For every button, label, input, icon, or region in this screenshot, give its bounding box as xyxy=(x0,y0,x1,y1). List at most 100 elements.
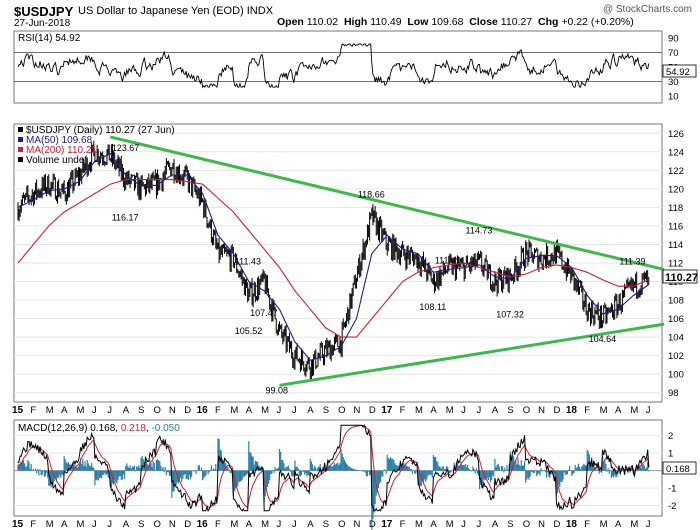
x-axis-month-label: F xyxy=(584,519,590,530)
close-value: 110.27 xyxy=(500,16,533,28)
legend-swatch xyxy=(18,147,23,152)
x-axis-month-label: M xyxy=(46,519,54,530)
price-annotation: 116.17 xyxy=(112,212,139,222)
x-axis-month-label: A xyxy=(61,519,68,530)
upper-trendline xyxy=(109,135,665,271)
macd-legend-signal: 0.218 xyxy=(121,423,146,434)
x-axis-month-label: J xyxy=(107,519,112,530)
lower-trendline xyxy=(279,322,665,387)
x-axis-year-label: 15 xyxy=(12,405,24,416)
x-axis-month-label: M xyxy=(600,405,608,416)
x-axis-month-label: F xyxy=(215,405,221,416)
x-axis-month-label: S xyxy=(138,519,144,530)
x-axis-month-label: F xyxy=(30,405,36,416)
legend-entry: MA(50) 109.68 xyxy=(26,135,93,146)
rsi-tick-label: 10 xyxy=(668,91,679,102)
macd-legend-hist: -0.050 xyxy=(151,423,180,434)
x-axis-month-label: J xyxy=(107,405,112,416)
x-axis-year-label: 16 xyxy=(197,405,209,416)
x-axis-month-label: J xyxy=(477,519,482,530)
macd-legend-sep: , xyxy=(146,423,152,434)
x-axis-month-label: S xyxy=(138,405,144,416)
price-annotation: 104.64 xyxy=(589,334,617,344)
x-axis-month-label: S xyxy=(323,519,329,530)
x-axis-month-label: M xyxy=(46,405,54,416)
x-axis-month-label: J xyxy=(461,519,466,530)
x-axis-month-label: A xyxy=(123,519,130,530)
x-axis-month-label: M xyxy=(230,519,238,530)
close-label: Close xyxy=(469,16,498,28)
x-axis-middle: 15 F M A M J J A S O N D 16 F M A M J J A S O N D 17 F M A M J J A S O N D 1… xyxy=(12,405,651,416)
quote-line: Open 110.02 High 110.49 Low 109.68 Close… xyxy=(277,16,634,28)
x-axis-year-label: 15 xyxy=(12,519,24,530)
price-annotation: 105.52 xyxy=(235,326,263,336)
x-axis-month-label: O xyxy=(523,405,530,416)
macd-line xyxy=(17,424,650,513)
x-axis-month-label: M xyxy=(261,405,269,416)
price-tick-label: 114 xyxy=(668,240,683,251)
x-axis-month-label: J xyxy=(477,405,482,416)
x-axis-month-label: F xyxy=(30,519,36,530)
x-axis-month-label: O xyxy=(153,405,160,416)
x-axis-month-label: M xyxy=(261,519,269,530)
x-axis-month-label: N xyxy=(169,405,176,416)
price-tick-label: 122 xyxy=(668,166,684,177)
symbol-description: US Dollar to Japanese Yen (EOD) INDX xyxy=(78,5,274,17)
price-annotation: 107.47 xyxy=(250,308,278,318)
x-axis-month-label: S xyxy=(323,405,329,416)
price-tick-label: 100 xyxy=(668,370,684,381)
x-axis-month-label: A xyxy=(492,519,499,530)
chart-header: $USDJPY US Dollar to Japanese Yen (EOD) … xyxy=(0,0,700,32)
x-axis-year-label: 17 xyxy=(381,519,393,530)
price-tick-label: 120 xyxy=(668,184,684,195)
x-axis-month-label: M xyxy=(230,405,238,416)
x-axis-year-label: 16 xyxy=(197,519,209,530)
x-axis-year-label: 18 xyxy=(566,519,578,530)
low-label: Low xyxy=(407,16,429,28)
price-annotation: 108.11 xyxy=(419,302,446,312)
ma200-line xyxy=(17,179,650,338)
high-value: 110.49 xyxy=(370,16,402,28)
x-axis-month-label: O xyxy=(338,405,345,416)
x-axis-month-label: S xyxy=(507,519,513,530)
x-axis-month-label: M xyxy=(630,405,638,416)
ma50-line xyxy=(17,153,650,361)
open-label: Open xyxy=(277,16,304,28)
chart-date: 27-Jun-2018 xyxy=(14,18,71,29)
x-axis-month-label: J xyxy=(646,519,651,530)
x-axis-month-label: A xyxy=(430,519,437,530)
x-axis-month-label: A xyxy=(246,519,253,530)
x-axis-month-label: J xyxy=(461,405,466,416)
x-axis-month-label: M xyxy=(600,519,608,530)
x-axis-year-label: 18 xyxy=(566,405,578,416)
x-axis-month-label: J xyxy=(292,519,297,530)
x-axis-month-label: J xyxy=(92,519,97,530)
rsi-tick-label: 70 xyxy=(668,48,679,59)
rsi-line xyxy=(17,43,650,89)
x-axis-month-label: F xyxy=(584,405,590,416)
price-annotation: 111.49 xyxy=(435,256,461,266)
x-axis-month-label: D xyxy=(184,519,191,530)
rsi-last-box xyxy=(662,64,697,78)
x-axis-month-label: M xyxy=(630,519,638,530)
x-axis-month-label: A xyxy=(615,405,622,416)
x-axis-month-label: N xyxy=(353,405,360,416)
legend-swatch xyxy=(18,137,23,142)
macd-tick-label: 2 xyxy=(668,431,673,442)
price-tick-label: 124 xyxy=(668,147,684,158)
x-axis-month-label: J xyxy=(277,405,282,416)
chg-label: Chg xyxy=(537,16,559,28)
rsi-panel: RSI(14) 54.92 9070503010 54.92 xyxy=(13,30,697,104)
x-axis-month-label: N xyxy=(538,519,545,530)
rsi-legend: RSI(14) 54.92 xyxy=(18,33,81,44)
last-price-box xyxy=(662,269,698,284)
x-axis-month-label: D xyxy=(369,405,376,416)
x-axis-month-label: M xyxy=(415,405,423,416)
x-axis-month-label: S xyxy=(507,405,513,416)
legend-swatch xyxy=(18,157,23,162)
rsi-tick-label: 90 xyxy=(668,34,679,45)
x-axis-month-label: F xyxy=(215,519,221,530)
price-panel: 1261241221201181161141121101081061041021… xyxy=(13,123,698,403)
legend-entry: $USDJPY (Daily) 110.27 (27 Jun) xyxy=(26,125,175,136)
x-axis-month-label: D xyxy=(553,519,560,530)
